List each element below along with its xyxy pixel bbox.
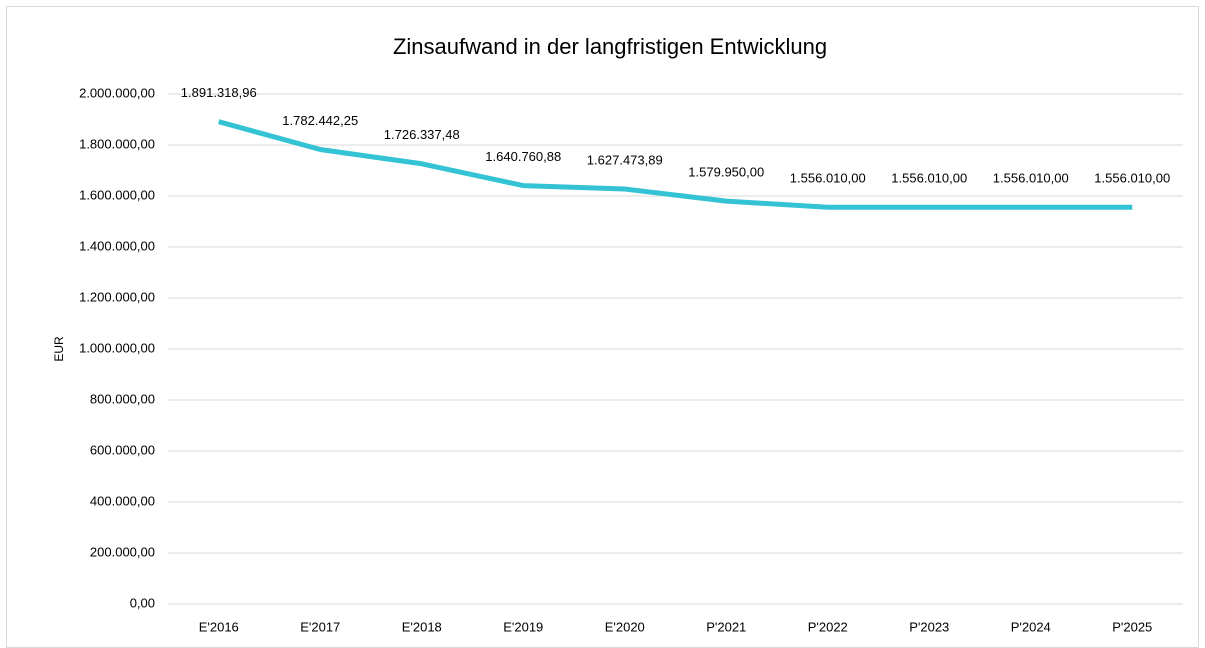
x-tick-label: P'2025 [1112, 619, 1152, 634]
x-tick-label: E'2020 [605, 619, 645, 634]
data-label: 1.782.442,25 [282, 113, 358, 128]
data-label: 1.556.010,00 [790, 171, 866, 186]
x-tick-label: E'2016 [199, 619, 239, 634]
y-tick-label: 200.000,00 [90, 544, 155, 559]
y-tick-label: 1.000.000,00 [79, 340, 155, 355]
x-tick-label: P'2023 [909, 619, 949, 634]
data-label: 1.556.010,00 [891, 171, 967, 186]
x-tick-label: E'2017 [300, 619, 340, 634]
line-series [218, 119, 1133, 210]
y-axis-label: EUR [52, 336, 66, 362]
x-tick-label: P'2021 [706, 619, 746, 634]
data-label: 1.579.950,00 [688, 165, 764, 180]
y-tick-label: 2.000.000,00 [79, 85, 155, 100]
data-label: 1.726.337,48 [384, 127, 460, 142]
y-tick-label: 1.400.000,00 [79, 238, 155, 253]
data-label: 1.891.318,96 [181, 85, 257, 100]
chart-frame [6, 6, 1199, 648]
y-tick-label: 800.000,00 [90, 391, 155, 406]
data-label: 1.640.760,88 [485, 149, 561, 164]
y-tick-label: 0,00 [130, 595, 155, 610]
y-tick-label: 1.200.000,00 [79, 289, 155, 304]
data-label: 1.627.473,89 [587, 152, 663, 167]
y-tick-label: 400.000,00 [90, 493, 155, 508]
y-tick-label: 1.800.000,00 [79, 136, 155, 151]
data-label: 1.556.010,00 [1094, 171, 1170, 186]
y-tick-label: 1.600.000,00 [79, 187, 155, 202]
y-tick-label: 600.000,00 [90, 442, 155, 457]
x-tick-label: E'2018 [402, 619, 442, 634]
data-label: 1.556.010,00 [993, 171, 1069, 186]
x-tick-label: P'2022 [808, 619, 848, 634]
x-tick-label: P'2024 [1011, 619, 1051, 634]
chart-title: Zinsaufwand in der langfristigen Entwick… [393, 34, 827, 59]
x-tick-label: E'2019 [503, 619, 543, 634]
